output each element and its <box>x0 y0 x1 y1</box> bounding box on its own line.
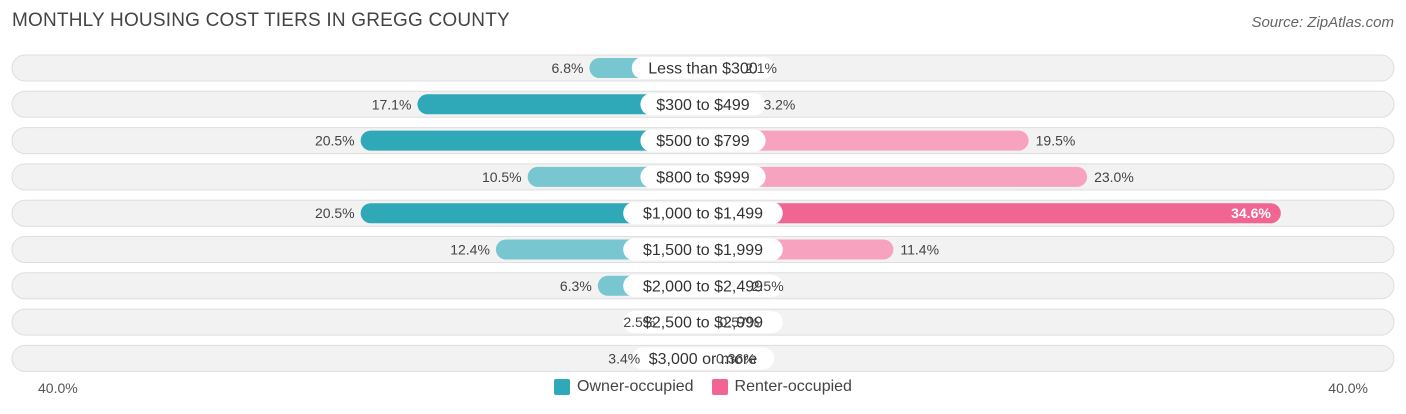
renter-bar <box>703 130 1029 151</box>
category-label: $500 to $799 <box>656 133 750 150</box>
owner-bar <box>360 203 703 224</box>
category-label: $2,500 to $2,999 <box>643 315 763 332</box>
category-pill <box>623 274 783 297</box>
diverging-bar-chart: Less than $300 6.8% 2.1% $300 to $499 17.1% 3… <box>11 54 1395 372</box>
renter-value-label: 11.4% <box>900 242 939 258</box>
legend-label-owner: Owner-occupied <box>577 378 694 395</box>
owner-value-label: 12.4% <box>450 242 490 258</box>
category-pill <box>640 165 766 188</box>
legend-item-renter: Renter-occupied <box>711 378 852 396</box>
category-label: $800 to $999 <box>656 169 750 186</box>
legend-item-owner: Owner-occupied <box>554 378 694 396</box>
chart-title: MONTHLY HOUSING COST TIERS IN GREGG COUN… <box>12 10 510 31</box>
owner-value-label: 6.8% <box>552 60 584 76</box>
renter-value-label: 0.36% <box>716 350 756 366</box>
category-pill <box>623 311 783 334</box>
category-label: $300 to $499 <box>656 97 750 114</box>
legend: Owner-occupied Renter-occupied <box>0 378 1406 396</box>
owner-value-label: 20.5% <box>315 205 355 221</box>
legend-swatch-owner <box>554 379 571 395</box>
owner-value-label: 2.5% <box>623 314 655 330</box>
category-label: $3,000 or more <box>649 351 758 368</box>
category-label: Less than $300 <box>648 61 758 78</box>
category-pill <box>623 202 783 225</box>
owner-bar <box>417 94 703 115</box>
category-label: $1,000 to $1,499 <box>643 206 763 223</box>
category-label: $1,500 to $1,999 <box>643 242 763 259</box>
renter-bar <box>703 203 1281 224</box>
renter-value-label: 0.57% <box>720 314 760 330</box>
owner-value-label: 6.3% <box>560 278 592 294</box>
owner-bar <box>360 130 703 151</box>
category-label: $2,000 to $2,499 <box>643 278 763 295</box>
category-pill <box>631 57 775 79</box>
renter-value-label: 2.1% <box>745 60 777 76</box>
renter-bar <box>703 166 1088 187</box>
category-pill <box>640 93 766 116</box>
renter-value-label: 34.6% <box>1231 205 1271 221</box>
category-pill <box>631 347 775 370</box>
legend-swatch-renter <box>711 379 728 395</box>
owner-value-label: 3.4% <box>608 350 640 366</box>
axis-right-label: 40.0% <box>1328 380 1368 396</box>
axis-left-label: 40.0% <box>38 380 78 396</box>
owner-value-label: 17.1% <box>372 96 412 112</box>
renter-value-label: 23.0% <box>1094 169 1134 185</box>
renter-value-label: 2.5% <box>752 278 784 294</box>
renter-value-label: 3.2% <box>763 96 795 112</box>
source-note: Source: ZipAtlas.com <box>1251 14 1394 31</box>
renter-value-label: 19.5% <box>1036 133 1076 149</box>
legend-label-renter: Renter-occupied <box>734 378 852 395</box>
owner-value-label: 10.5% <box>482 169 522 185</box>
owner-value-label: 20.5% <box>315 133 355 149</box>
category-pill <box>623 238 783 261</box>
category-pill <box>640 129 766 152</box>
